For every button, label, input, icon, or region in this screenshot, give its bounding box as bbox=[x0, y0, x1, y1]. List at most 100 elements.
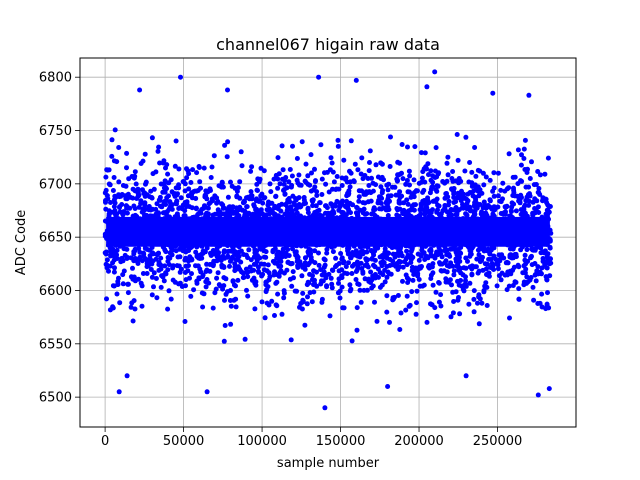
y-tick-label: 6700 bbox=[39, 177, 72, 192]
data-point bbox=[309, 170, 314, 176]
data-point bbox=[421, 282, 427, 288]
data-point bbox=[286, 179, 292, 185]
data-point bbox=[442, 205, 448, 211]
data-point bbox=[184, 199, 190, 205]
data-point bbox=[165, 306, 171, 312]
data-point bbox=[267, 201, 273, 206]
data-point bbox=[193, 249, 199, 255]
data-point bbox=[321, 264, 327, 270]
data-point bbox=[117, 300, 123, 306]
data-point bbox=[481, 246, 487, 252]
data-point bbox=[351, 178, 357, 184]
data-point bbox=[234, 188, 240, 194]
data-point bbox=[364, 249, 370, 255]
data-point bbox=[244, 270, 249, 276]
data-point bbox=[388, 134, 393, 140]
data-point bbox=[178, 195, 184, 201]
data-point bbox=[534, 268, 540, 274]
data-point bbox=[384, 182, 390, 188]
data-point bbox=[228, 321, 234, 327]
data-point bbox=[355, 281, 361, 287]
data-point bbox=[299, 306, 305, 312]
data-point bbox=[330, 204, 336, 210]
data-point bbox=[254, 258, 260, 264]
data-point bbox=[300, 299, 306, 305]
data-point bbox=[392, 254, 398, 260]
data-point bbox=[246, 247, 252, 253]
data-point bbox=[195, 263, 201, 269]
data-point bbox=[535, 392, 541, 398]
data-point bbox=[173, 185, 179, 191]
data-point bbox=[472, 200, 478, 206]
data-point bbox=[527, 176, 533, 181]
data-point bbox=[380, 188, 386, 193]
data-point bbox=[420, 169, 426, 175]
data-point bbox=[370, 210, 376, 216]
data-point bbox=[262, 315, 268, 321]
data-point bbox=[522, 257, 528, 263]
data-point bbox=[477, 187, 483, 193]
data-point bbox=[125, 281, 131, 287]
data-point bbox=[338, 251, 344, 256]
data-point bbox=[103, 187, 109, 193]
data-point bbox=[240, 275, 246, 281]
data-point bbox=[361, 206, 367, 212]
data-point bbox=[271, 176, 277, 182]
data-point bbox=[160, 210, 166, 216]
data-point bbox=[329, 285, 335, 291]
data-point bbox=[275, 176, 281, 182]
data-point bbox=[417, 207, 423, 213]
data-point bbox=[498, 187, 504, 193]
data-point bbox=[419, 202, 424, 208]
data-point bbox=[242, 208, 248, 214]
data-point bbox=[154, 295, 160, 301]
data-point bbox=[104, 257, 110, 263]
data-point bbox=[438, 211, 444, 217]
data-point bbox=[513, 251, 519, 257]
data-point bbox=[536, 186, 542, 191]
data-point bbox=[184, 175, 190, 181]
data-point bbox=[214, 195, 220, 201]
data-point bbox=[258, 193, 264, 199]
data-point bbox=[268, 189, 274, 195]
data-point bbox=[364, 211, 370, 217]
data-point bbox=[326, 271, 332, 277]
data-point bbox=[518, 247, 524, 253]
data-point bbox=[495, 170, 501, 176]
data-point bbox=[462, 281, 468, 287]
data-point bbox=[357, 287, 363, 293]
data-point bbox=[379, 161, 385, 167]
data-point bbox=[255, 208, 261, 214]
data-point bbox=[483, 205, 489, 211]
data-point bbox=[219, 201, 224, 207]
data-point bbox=[299, 273, 305, 279]
data-point bbox=[109, 137, 115, 143]
data-point bbox=[460, 201, 465, 207]
data-point bbox=[294, 210, 300, 216]
data-point bbox=[116, 145, 122, 150]
data-point bbox=[451, 299, 457, 304]
data-point bbox=[239, 269, 244, 275]
x-tick-label: 0 bbox=[101, 434, 109, 449]
data-point bbox=[220, 286, 226, 292]
data-point bbox=[124, 165, 129, 171]
data-point bbox=[324, 250, 330, 256]
data-point bbox=[260, 200, 266, 206]
data-point bbox=[244, 287, 249, 293]
data-point bbox=[400, 264, 406, 270]
data-point bbox=[352, 161, 358, 167]
data-point bbox=[124, 196, 130, 202]
data-point bbox=[406, 208, 412, 214]
data-point bbox=[444, 263, 450, 269]
data-point bbox=[220, 184, 226, 190]
data-point bbox=[447, 277, 453, 283]
data-point bbox=[360, 270, 366, 276]
data-point bbox=[384, 309, 390, 315]
data-point bbox=[256, 179, 262, 185]
data-point bbox=[373, 162, 379, 168]
data-point bbox=[429, 302, 435, 308]
data-point bbox=[382, 279, 388, 285]
data-point bbox=[387, 263, 393, 268]
data-point bbox=[277, 181, 283, 187]
data-point bbox=[115, 279, 121, 284]
